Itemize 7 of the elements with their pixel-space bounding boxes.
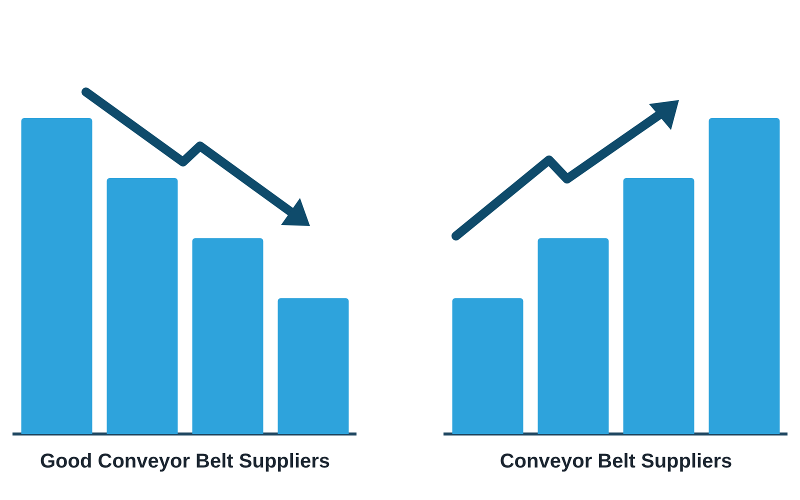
bar (278, 298, 349, 434)
x-axis-title: Conveyor Belt Suppliers (500, 450, 732, 473)
x-axis-title: Good Conveyor Belt Suppliers (40, 450, 330, 473)
bar (21, 118, 92, 434)
bar (452, 298, 524, 434)
bar (192, 238, 264, 434)
bar (708, 118, 780, 434)
